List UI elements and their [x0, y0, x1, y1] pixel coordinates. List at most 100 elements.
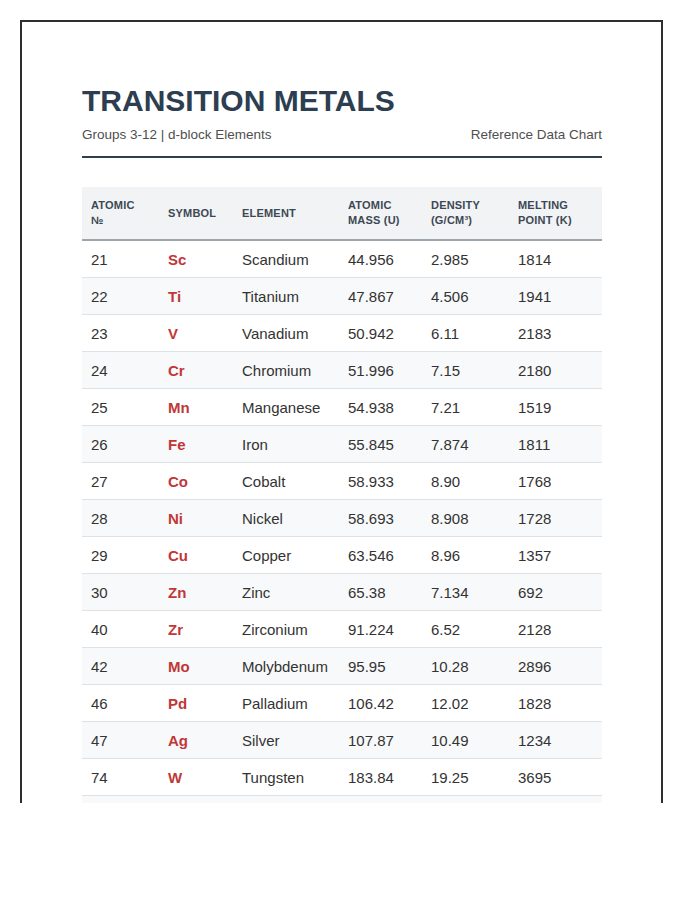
cell-density: 12.02 [422, 685, 509, 722]
cell-atomic-number: 25 [82, 389, 159, 426]
cell-atomic-number: 29 [82, 537, 159, 574]
cell-atomic-mass: 44.956 [339, 241, 422, 278]
table-row: 23VVanadium50.9426.112183 [82, 315, 602, 352]
cell-symbol: V [159, 315, 233, 352]
cell-atomic-mass: 63.546 [339, 537, 422, 574]
cell-atomic-number: 27 [82, 463, 159, 500]
cell-element: Zinc [233, 574, 339, 611]
cell-symbol: Ag [159, 722, 233, 759]
reference-label: Reference Data Chart [471, 127, 602, 143]
cell-atomic-number: 74 [82, 759, 159, 796]
cell-atomic-number: 30 [82, 574, 159, 611]
cell-symbol: Sc [159, 241, 233, 278]
cell-melting-point: 2896 [509, 648, 602, 685]
cell-symbol: Ni [159, 500, 233, 537]
cell-symbol: W [159, 759, 233, 796]
page-content: TRANSITION METALS Groups 3-12 | d-block … [22, 84, 604, 803]
cell-atomic-mass: 51.996 [339, 352, 422, 389]
cell-density: 7.874 [422, 426, 509, 463]
column-header-symbol: SYMBOL [159, 187, 233, 241]
table-header: ATOMIC № SYMBOL ELEMENT ATOMIC MASS (U) … [82, 187, 602, 241]
column-header-atomic-mass: ATOMIC MASS (U) [339, 187, 422, 241]
page-title: TRANSITION METALS [82, 84, 604, 118]
cell-atomic-number: 47 [82, 722, 159, 759]
cell-melting-point: 1234 [509, 722, 602, 759]
cell-atomic-number: 40 [82, 611, 159, 648]
cell-element: Manganese [233, 389, 339, 426]
cell-symbol: Zn [159, 574, 233, 611]
cell-atomic-number: 26 [82, 426, 159, 463]
header-divider [82, 156, 602, 158]
table-row: 27CoCobalt58.9338.901768 [82, 463, 602, 500]
cell-atomic-number: 23 [82, 315, 159, 352]
column-header-atomic-number: ATOMIC № [82, 187, 159, 241]
cell-atomic-mass: 55.845 [339, 426, 422, 463]
cell-atomic-number: 24 [82, 352, 159, 389]
cell-atomic-mass: 95.95 [339, 648, 422, 685]
column-header-element: ELEMENT [233, 187, 339, 241]
cell-melting-point: 2183 [509, 315, 602, 352]
cell-melting-point: 2180 [509, 352, 602, 389]
cell-element: Chromium [233, 352, 339, 389]
cell-atomic-number: 28 [82, 500, 159, 537]
cell-melting-point: 1519 [509, 389, 602, 426]
cell-symbol: Cu [159, 537, 233, 574]
table-row: 29CuCopper63.5468.961357 [82, 537, 602, 574]
column-header-melting-point: MELTING POINT (K) [509, 187, 602, 241]
cell-element: Silver [233, 722, 339, 759]
cell-element: Iron [233, 426, 339, 463]
cell-element: Cobalt [233, 463, 339, 500]
cell-density: 4.506 [422, 278, 509, 315]
cell-atomic-number: 46 [82, 685, 159, 722]
cell-melting-point: 1768 [509, 463, 602, 500]
cell-density: 8.96 [422, 537, 509, 574]
elements-table: ATOMIC № SYMBOL ELEMENT ATOMIC MASS (U) … [82, 187, 602, 796]
cell-density: 7.21 [422, 389, 509, 426]
table-row: 25MnManganese54.9387.211519 [82, 389, 602, 426]
cell-symbol: Mn [159, 389, 233, 426]
cell-density: 10.28 [422, 648, 509, 685]
cell-density: 8.90 [422, 463, 509, 500]
subtitle-row: Groups 3-12 | d-block Elements Reference… [82, 127, 602, 143]
page-frame: TRANSITION METALS Groups 3-12 | d-block … [20, 20, 663, 803]
cell-melting-point: 1941 [509, 278, 602, 315]
cell-density: 6.52 [422, 611, 509, 648]
cell-atomic-mass: 91.224 [339, 611, 422, 648]
cell-symbol: Pd [159, 685, 233, 722]
table-row: 30ZnZinc65.387.134692 [82, 574, 602, 611]
table-row: 22TiTitanium47.8674.5061941 [82, 278, 602, 315]
cell-element: Zirconium [233, 611, 339, 648]
cell-symbol: Mo [159, 648, 233, 685]
cell-atomic-mass: 65.38 [339, 574, 422, 611]
cell-density: 7.15 [422, 352, 509, 389]
cell-melting-point: 2128 [509, 611, 602, 648]
table-row: 21ScScandium44.9562.9851814 [82, 241, 602, 278]
cell-density: 10.49 [422, 722, 509, 759]
cell-density: 2.985 [422, 241, 509, 278]
table-row: 47AgSilver107.8710.491234 [82, 722, 602, 759]
cell-symbol: Co [159, 463, 233, 500]
table-row: 46PdPalladium106.4212.021828 [82, 685, 602, 722]
cell-atomic-number: 21 [82, 241, 159, 278]
table-row: 24CrChromium51.9967.152180 [82, 352, 602, 389]
table-body: 21ScScandium44.9562.985181422TiTitanium4… [82, 241, 602, 796]
cell-density: 7.134 [422, 574, 509, 611]
cell-atomic-mass: 107.87 [339, 722, 422, 759]
table-row: 74WTungsten183.8419.253695 [82, 759, 602, 796]
cell-element: Copper [233, 537, 339, 574]
cell-melting-point: 1728 [509, 500, 602, 537]
cell-atomic-mass: 50.942 [339, 315, 422, 352]
cell-atomic-mass: 47.867 [339, 278, 422, 315]
cell-melting-point: 692 [509, 574, 602, 611]
page-subtitle: Groups 3-12 | d-block Elements [82, 127, 272, 143]
cell-element: Titanium [233, 278, 339, 315]
cell-element: Vanadium [233, 315, 339, 352]
cell-element: Palladium [233, 685, 339, 722]
cell-density: 19.25 [422, 759, 509, 796]
cell-melting-point: 1828 [509, 685, 602, 722]
cell-element: Molybdenum [233, 648, 339, 685]
cell-melting-point: 1814 [509, 241, 602, 278]
cell-symbol: Ti [159, 278, 233, 315]
table-row: 40ZrZirconium91.2246.522128 [82, 611, 602, 648]
table-row: 28NiNickel58.6938.9081728 [82, 500, 602, 537]
